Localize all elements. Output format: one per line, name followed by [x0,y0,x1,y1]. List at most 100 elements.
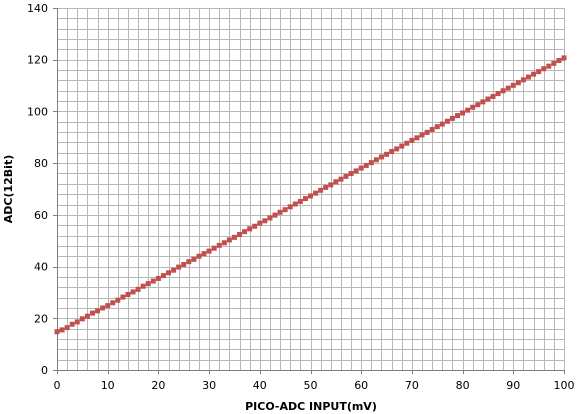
data-point [79,316,85,322]
x-tick-label: 60 [354,379,368,392]
data-point [414,135,420,141]
data-point [242,229,248,235]
data-point [257,220,263,226]
data-point [394,146,400,152]
data-point [206,248,212,254]
data-point [480,99,486,105]
data-point [231,234,237,240]
data-point [323,184,329,190]
data-point [105,303,111,309]
data-point [399,143,405,149]
x-tick-label: 40 [253,379,267,392]
data-point [181,262,187,267]
data-point [313,190,319,196]
data-point [115,297,121,303]
data-point [409,137,415,143]
data-point [536,69,542,75]
x-tick-label: 70 [405,379,419,392]
data-point [495,91,501,97]
data-point [353,168,359,174]
data-point [226,237,232,243]
data-point [465,107,471,113]
data-point [191,256,197,262]
data-point [282,207,288,213]
data-point [318,187,324,193]
data-point [546,63,552,69]
data-point [378,154,384,160]
data-point [74,319,80,325]
data-point [343,173,349,179]
data-point [59,327,65,333]
data-point [338,176,344,182]
y-tick-label: 0 [41,364,48,377]
data-point [485,96,491,102]
data-point [500,88,506,94]
data-point [561,55,567,61]
data-point [444,118,450,124]
data-point [186,259,192,265]
data-point [287,204,293,210]
data-point [510,82,516,88]
data-point [541,66,547,72]
data-point [196,253,202,259]
y-tick-label: 40 [34,261,48,274]
data-point [439,121,445,127]
data-point [89,310,95,316]
data-point [470,104,476,110]
y-tick-label: 80 [34,157,48,170]
axes [53,8,565,374]
x-tick-label: 0 [54,379,61,392]
data-point [358,165,364,171]
data-point [135,286,141,292]
data-point [120,294,126,300]
data-point [54,329,60,335]
data-point [69,321,75,327]
data-point [460,110,466,116]
y-tick-label: 140 [27,2,48,15]
y-tick-label: 60 [34,209,48,222]
data-point [434,124,440,130]
data-points [54,55,567,335]
data-point [419,132,425,138]
data-point [201,251,207,257]
data-point [449,115,455,121]
data-point [490,93,496,99]
data-point [125,292,131,297]
data-point [252,223,258,229]
data-point [520,77,526,83]
data-point [348,170,354,176]
y-tick-label: 20 [34,312,48,325]
data-point [237,232,243,238]
tick-labels: 0 10 20 30 40 50 60 70 80 90 100 0 20 40 60 80 100 120 140 [27,2,575,392]
data-point [130,289,136,295]
data-point [515,80,521,86]
y-tick-label: 120 [27,54,48,67]
data-point [100,305,106,311]
data-point [551,60,557,66]
data-point [531,71,537,77]
data-point [145,281,151,287]
data-point [211,245,217,251]
data-point [155,275,161,281]
y-tick-label: 100 [27,105,48,118]
data-point [150,278,156,284]
data-point [95,308,101,314]
data-point [140,283,146,289]
data-point [373,157,379,163]
data-point [64,325,70,331]
data-point [160,273,166,279]
x-axis-label: PICO-ADC INPUT(mV) [245,400,377,413]
data-point [216,242,222,248]
data-point [333,179,339,185]
data-point [363,162,369,168]
data-point [424,129,430,135]
x-tick-label: 90 [506,379,520,392]
data-point [556,57,562,63]
data-point [171,267,177,273]
data-point [176,264,182,270]
data-point [267,215,273,221]
x-tick-label: 100 [554,379,575,392]
data-point [455,113,461,119]
data-point [292,201,298,207]
